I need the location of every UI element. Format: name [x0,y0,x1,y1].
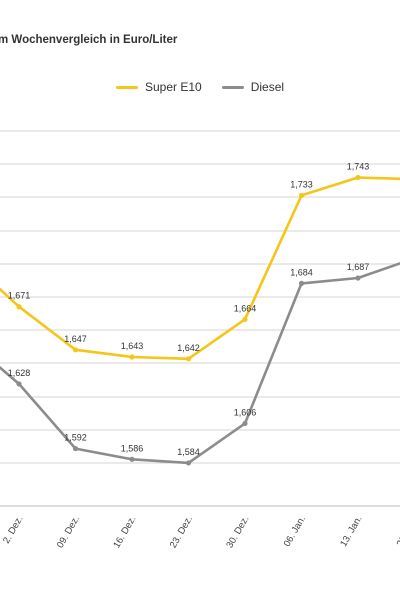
data-label-diesel-2: 1,586 [121,443,144,453]
data-point-super-e10-5 [298,192,305,199]
data-label-diesel-3: 1,584 [177,447,200,457]
data-label-super-e10-3: 1,642 [177,343,200,353]
series-super-e10: 1,6711,6471,6431,6421,6641,7331,7431,742… [0,161,400,362]
legend-label-super-e10: Super E10 [145,80,202,94]
data-label-diesel-5: 1,684 [290,267,313,277]
chart-title: m Wochenvergleich in Euro/Liter [0,34,178,46]
legend-swatch-diesel [221,85,244,89]
series-line-diesel [0,261,400,465]
x-tick-label-6: 13. Jan. [338,514,364,549]
legend-item-super-e10: Super E10 [116,80,202,94]
data-label-super-e10-1: 1,647 [64,334,87,344]
data-point-diesel-1 [72,445,79,452]
data-point-diesel-6 [355,275,361,281]
legend-swatch-super-e10 [116,85,138,89]
data-label-super-e10-4: 1,664 [234,303,257,313]
x-tick-label-5: 06. Jan. [282,514,308,549]
data-label-diesel-4: 1,606 [234,407,257,417]
data-point-diesel-2 [129,456,135,462]
series-diesel: 1,6281,5921,5861,5841,6061,6841,6871,698… [0,261,400,466]
legend-label-diesel: Diesel [250,80,285,94]
data-label-diesel-6: 1,687 [347,262,370,272]
data-point-super-e10-3 [185,356,192,362]
data-point-diesel-4 [242,420,248,427]
x-axis-ticks: 2. Dez. 09. Dez. 16. Dez. 23. Dez. 30. Dez. 0… [1,514,400,550]
data-label-diesel-0: 1,628 [8,368,31,378]
x-tick-label-2: 16. Dez. [111,514,138,550]
legend-item-diesel: Diesel [221,80,285,94]
data-point-super-e10-0 [16,304,22,310]
data-point-super-e10-2 [129,354,135,360]
x-tick-label-3: 23. Dez. [168,514,195,550]
data-label-diesel-1: 1,592 [64,433,87,443]
data-label-super-e10-6: 1,743 [347,161,370,171]
data-point-super-e10-6 [355,174,361,181]
x-tick-label-4: 30. Dez. [224,514,251,550]
data-label-super-e10-0: 1,671 [8,291,31,301]
data-label-super-e10-2: 1,643 [121,341,144,351]
data-point-diesel-0 [16,381,22,387]
data-point-super-e10-1 [72,347,79,353]
data-point-diesel-3 [185,460,192,466]
data-point-diesel-5 [298,280,305,286]
x-tick-label-7: 20. Jan. [395,514,400,549]
gridlines [0,130,400,507]
x-tick-label-0: 2. Dez. [1,514,26,546]
x-tick-label-1: 09. Dez. [55,514,82,550]
chart-legend: Super E10 Diesel [116,80,304,94]
data-label-super-e10-5: 1,733 [290,179,313,189]
data-point-super-e10-4 [242,316,248,322]
